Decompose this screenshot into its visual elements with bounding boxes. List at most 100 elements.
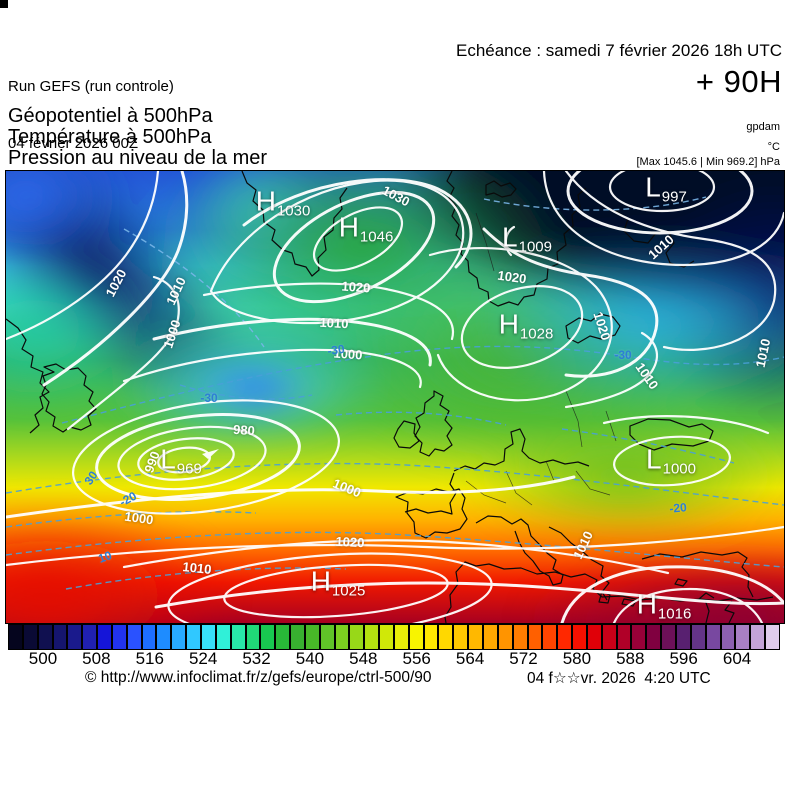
footer: © http://www.infoclimat.fr/z/gefs/europe… [0,669,788,689]
colorbar-cell [408,624,424,650]
isotherm-label: 10 [96,548,114,566]
colorbar-cell [186,624,201,650]
isobar-lines [6,171,784,623]
colorbar-cell [126,624,142,650]
colorbar-cell [334,624,350,650]
colorbar [8,624,780,650]
isobar-label: 990 [141,449,163,475]
isobar-label: 980 [232,421,256,439]
colorbar-cell [512,624,528,650]
colorbar-cell [171,624,187,650]
colorbar-cell [616,624,632,650]
pressure-center-H1016: H1016 [636,588,692,623]
isotherm-label: -20 [117,488,139,510]
colorbar-cell [245,624,261,650]
title-temperature: Température à 500hPa [8,126,212,148]
isobar-label: 1000 [330,475,364,501]
colorbar-cell [690,624,706,650]
generation-time: 04 f☆☆vr. 2026 4:20 UTC [527,670,711,687]
lead-time-label: + 90H [695,64,782,99]
country-borders-layer [465,212,617,506]
colorbar-cell [260,624,276,650]
scale-tick-label: 580 [562,649,592,668]
colorbar-cell [82,624,98,650]
pressure-center-H1025: H1025 [310,565,366,600]
colorbar-cell [483,624,498,650]
colorbar-cell [97,624,112,650]
scale-tick-label: 540 [295,649,325,668]
colorbar-cell [364,624,380,650]
scale-tick-label: 548 [349,649,378,668]
copyright-url: © http://www.infoclimat.fr/z/gefs/europe… [85,669,432,686]
colorbar-cell [393,624,409,650]
unit-geopotential: gpdam [746,121,780,133]
colorbar-cell [468,624,483,650]
isotherm-label: 30 [81,468,101,488]
colorbar-cell [37,624,53,650]
colorbar-cell [349,624,365,650]
scale-tick-label: 572 [509,649,538,668]
colorbar-cell [156,624,172,650]
run-model-label: Run GEFS (run controle) [8,78,174,95]
pressure-center-L969: L969 [160,443,202,478]
isobar-label: 1000 [123,508,155,528]
pressure-center-L1009: L1009 [502,221,552,256]
pressure-center-L997: L997 [645,171,687,206]
colorbar-cell [200,624,216,650]
isobar-label: 1010 [319,314,349,332]
colorbar-cell [453,624,469,650]
colorbar-cell [705,624,721,650]
title-pressure: Pression au niveau de la mer [8,147,268,169]
isobar-label: 1010 [752,337,774,369]
colorbar-cell [275,624,291,650]
scale-tick-label: 516 [135,649,164,668]
isobar-label: 1010 [645,231,677,263]
scale-tick-label: 500 [28,649,58,668]
colorbar-cell [631,624,647,650]
colorbar-cell [319,624,335,650]
isotherm-lines [6,196,784,590]
colorbar-cell [8,624,23,650]
pressure-minmax-label: [Max 1045.6 | Min 969.2] hPa [636,156,781,168]
isobar-label: 1010 [570,528,596,562]
colorbar-scale-labels: 500 508 516 524 532 540 548 556 564 572 580 588 596 6… [8,649,780,669]
isobar-label: 1010 [163,274,189,308]
isotherm-label: -30 [200,391,218,405]
colorbar-cell [661,624,676,650]
isobar-label: 1020 [496,267,528,287]
colorbar-cell [141,624,157,650]
colorbar-cell [720,624,736,650]
colorbar-cell [750,624,766,650]
corner-mark [0,0,8,8]
map-graphic [6,171,784,623]
colorbar-cell [735,624,751,650]
isotherm-label: -30 [614,348,632,362]
pressure-center-H1028: H1028 [498,308,554,343]
map-labels-layer: H1030 H1046 L997 L1009 H1028 L969 L1000 H1025 H1… [6,171,784,623]
colorbar-cell [215,624,231,650]
colorbar-cell [230,624,246,650]
run-info: Run GEFS (run controle) 04 février 2026 … [8,39,174,191]
isobar-label: 1020 [590,309,614,343]
isobar-label: 1020 [335,533,365,551]
colorbar-cell [290,624,305,650]
colorbar-cell [586,624,602,650]
run-date-label: 04 février 2026 00Z [8,135,139,152]
colorbar-cell [765,624,780,650]
colorbar-cell [646,624,662,650]
title-geopotential: Géopotentiel à 500hPa [8,105,213,127]
isobar-label: 1000 [160,317,184,351]
scale-tick-label: 588 [616,649,645,668]
valid-info: Echéance : samedi 7 février 2026 18h UTC… [456,41,782,100]
unit-temperature: °C [767,141,780,153]
isobar-label: 1030 [379,182,413,210]
scale-tick-label: 596 [669,649,698,668]
colorbar-cell [379,624,394,650]
colorbar-cell [423,624,439,650]
unit-annotations: gpdam °C [Max 1045.6 | Min 969.2] hPa [637,121,781,169]
scale-tick-label: 604 [722,649,752,668]
scale-tick-label: 556 [402,649,431,668]
chart-titles: Géopotentiel à 500hPa Température à 500h… [8,106,267,169]
colorbar-cell [22,624,38,650]
